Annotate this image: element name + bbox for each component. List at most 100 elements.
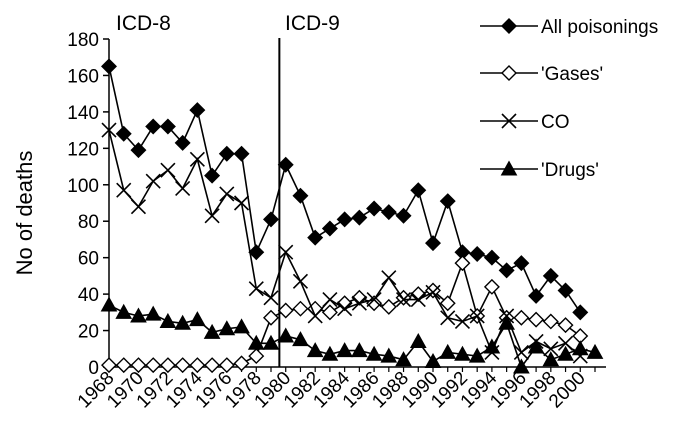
data-point: [130, 307, 147, 323]
data-point: [307, 308, 323, 324]
legend-marker: [501, 65, 517, 81]
data-point: [175, 180, 191, 196]
data-point: [513, 358, 530, 374]
data-point: [439, 295, 456, 312]
series-layer: [100, 58, 604, 374]
data-point: [409, 332, 427, 348]
data-point: [159, 312, 177, 328]
data-point: [321, 304, 338, 321]
y-axis-title: No of deaths: [12, 151, 37, 276]
data-point: [440, 310, 456, 326]
legend: All poisonings 'Gases' CO 'Drugs': [480, 17, 658, 181]
data-point: [144, 305, 162, 321]
data-point: [292, 331, 309, 347]
data-point: [572, 304, 589, 321]
data-point: [115, 303, 133, 319]
annotation-label: ICD-9: [285, 12, 340, 35]
y-tick-label: 120: [67, 139, 99, 160]
data-point: [543, 341, 559, 357]
data-point: [425, 284, 441, 300]
data-point: [263, 211, 279, 228]
data-point: [101, 58, 117, 75]
data-point: [321, 345, 339, 361]
data-point: [365, 345, 383, 361]
data-point: [337, 301, 353, 317]
data-point: [557, 345, 574, 361]
data-point: [277, 302, 294, 319]
data-point: [336, 211, 353, 228]
data-point: [233, 195, 250, 211]
data-point: [100, 296, 118, 312]
data-point: [366, 200, 383, 217]
data-point: [278, 244, 294, 260]
data-point: [557, 335, 574, 351]
data-point: [174, 134, 191, 151]
legend-item: All poisonings: [480, 17, 658, 38]
data-point: [145, 118, 162, 135]
data-point: [248, 348, 265, 365]
data-point: [218, 357, 235, 374]
y-tick-label: 40: [78, 285, 99, 306]
data-point: [292, 300, 309, 317]
data-point: [571, 340, 589, 356]
series-line: [108, 304, 596, 369]
data-point: [101, 357, 117, 374]
data-point: [439, 343, 457, 359]
data-point: [159, 357, 176, 374]
data-point: [204, 208, 220, 224]
data-point: [469, 308, 485, 324]
data-point: [336, 342, 353, 358]
legend-label: 'Gases': [541, 64, 603, 85]
data-point: [351, 289, 368, 306]
legend-marker: [501, 18, 517, 34]
data-point: [454, 345, 471, 361]
data-point: [557, 282, 574, 299]
data-point: [159, 118, 176, 135]
y-tick-label: 80: [78, 212, 99, 233]
data-point: [189, 311, 206, 327]
y-ticks: 0 20 40 60 80 100 120 140 160 180: [67, 30, 109, 379]
data-point: [306, 342, 324, 358]
data-point: [292, 187, 309, 204]
data-point: [528, 311, 545, 328]
y-tick-label: 0: [88, 358, 99, 379]
data-point: [189, 151, 205, 167]
data-point: [115, 357, 132, 374]
data-point: [130, 357, 147, 374]
data-point: [454, 313, 471, 330]
y-tick-label: 160: [67, 66, 99, 87]
data-point: [469, 246, 486, 263]
data-point: [219, 186, 235, 202]
data-point: [189, 102, 206, 119]
data-point: [263, 309, 279, 326]
y-tick-label: 100: [67, 176, 99, 197]
data-point: [513, 309, 530, 326]
data-point: [218, 320, 236, 336]
data-point: [513, 255, 530, 272]
legend-item: 'Drugs': [480, 160, 599, 181]
data-point: [454, 255, 471, 272]
data-point: [218, 145, 235, 162]
legend-marker: [501, 113, 517, 129]
data-point: [380, 204, 397, 221]
y-tick-label: 60: [78, 249, 99, 270]
data-point: [468, 347, 486, 363]
data-point: [586, 343, 604, 359]
data-point: [351, 209, 368, 226]
data-point: [321, 220, 338, 237]
data-point: [395, 292, 412, 308]
data-point: [263, 290, 279, 306]
data-point: [366, 292, 382, 308]
data-point: [277, 156, 294, 173]
data-point: [542, 313, 559, 330]
data-point: [351, 295, 367, 311]
data-point: [262, 334, 280, 350]
data-point: [381, 270, 397, 286]
data-point: [101, 122, 117, 138]
data-point: [203, 323, 221, 339]
data-point: [557, 317, 574, 334]
data-point: [160, 162, 176, 178]
data-point: [483, 338, 501, 354]
data-point: [542, 351, 560, 367]
data-point: [145, 173, 161, 189]
